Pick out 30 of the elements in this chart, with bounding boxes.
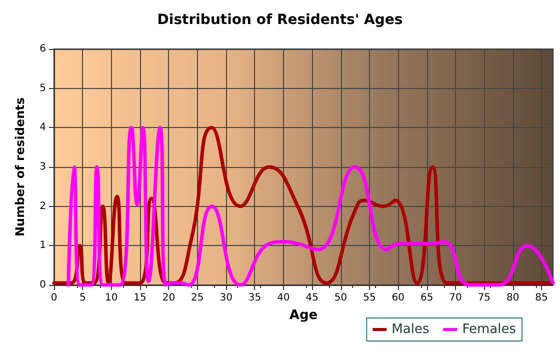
x-tick-label: 80	[506, 292, 520, 304]
x-tick-label: 15	[134, 292, 146, 304]
legend-label: Females	[462, 322, 516, 337]
x-tick-label: 75	[478, 292, 491, 304]
x-tick-label: 20	[162, 292, 176, 304]
x-axis-title: Age	[289, 308, 318, 323]
x-tick-label: 10	[104, 292, 118, 304]
x-tick-label: 40	[277, 292, 290, 304]
x-tick-label: 85	[535, 292, 548, 304]
x-tick-label: 25	[191, 292, 204, 304]
chart-title: Distribution of Residents' Ages	[157, 12, 403, 28]
y-tick-label: 0	[40, 280, 46, 290]
y-tick-label: 4	[40, 122, 46, 134]
legend-label: Males	[392, 322, 430, 337]
y-tick-label: 6	[40, 44, 46, 54]
x-tick-label: 45	[306, 292, 318, 304]
x-tick-label: 55	[363, 292, 376, 304]
x-tick-label: 30	[220, 292, 232, 304]
y-axis-title: Number of residents	[13, 97, 27, 237]
y-tick-label: 1	[40, 240, 46, 252]
x-tick-label: 50	[334, 292, 348, 304]
x-tick-label: 60	[392, 292, 405, 304]
y-tick-label: 2	[40, 200, 46, 212]
x-tick-label: 5	[79, 292, 86, 304]
x-tick-label: 0	[50, 292, 58, 304]
x-tick-label: 35	[248, 292, 262, 304]
x-tick-label: 70	[449, 292, 462, 304]
y-tick-label: 5	[40, 82, 46, 94]
x-tick-label: 65	[420, 292, 434, 304]
y-tick-label: 3	[40, 162, 46, 172]
